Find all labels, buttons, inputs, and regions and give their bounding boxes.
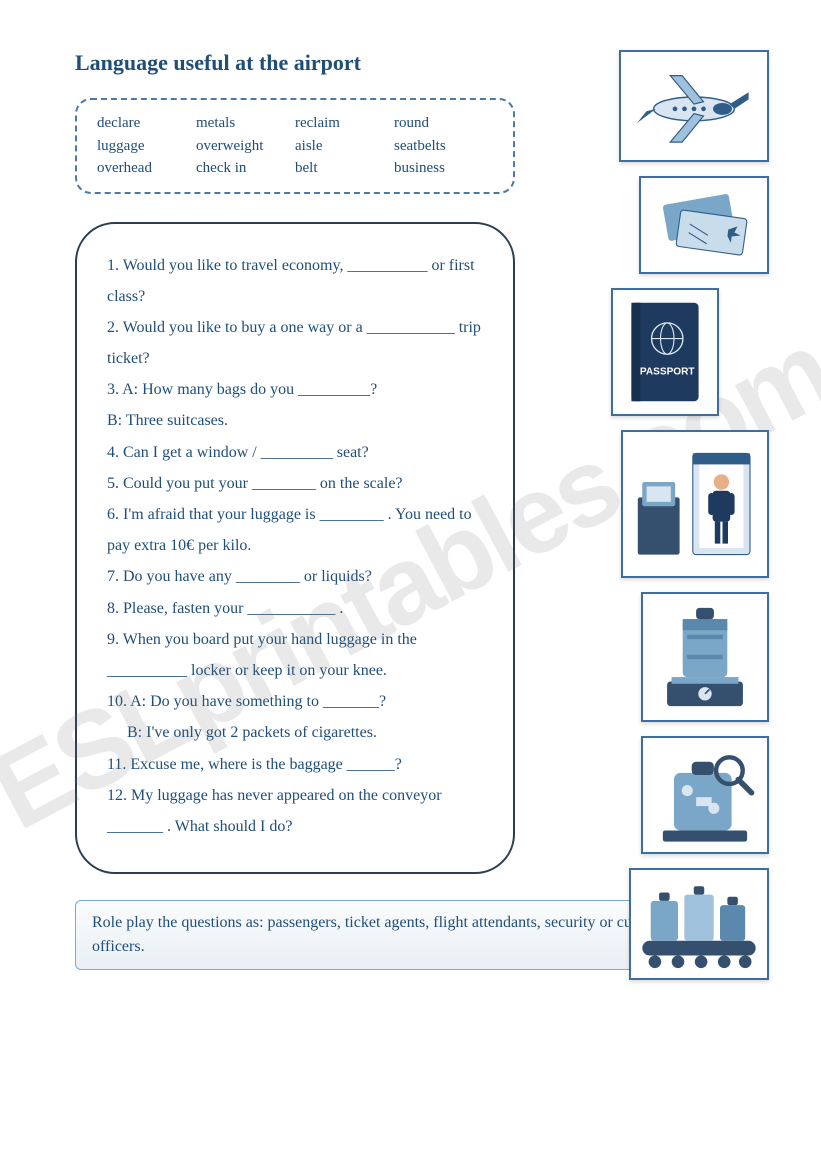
scale-icon: [641, 592, 769, 722]
word-bank-cell: round: [394, 112, 493, 135]
question-line: 2. Would you like to buy a one way or a …: [107, 312, 483, 374]
question-line: B: Three suitcases.: [107, 405, 483, 436]
word-bank-cell: seatbelts: [394, 135, 493, 158]
svg-text:PASSPORT: PASSPORT: [640, 366, 696, 377]
word-bank-cell: belt: [295, 157, 394, 180]
airplane-icon: [619, 50, 769, 162]
security-icon: [621, 430, 769, 578]
question-line: 12. My luggage has never appeared on the…: [107, 780, 483, 842]
word-bank-row: declare metals reclaim round: [97, 112, 493, 135]
question-line: 3. A: How many bags do you _________?: [107, 374, 483, 405]
question-line: 4. Can I get a window / _________ seat?: [107, 437, 483, 468]
tickets-icon: [639, 176, 769, 274]
word-bank-cell: business: [394, 157, 493, 180]
word-bank-cell: reclaim: [295, 112, 394, 135]
inspect-icon: [641, 736, 769, 854]
question-line: 9. When you board put your hand luggage …: [107, 624, 483, 686]
word-bank: declare metals reclaim round luggage ove…: [75, 98, 515, 194]
question-line: 10. A: Do you have something to _______?: [107, 686, 483, 717]
word-bank-row: luggage overweight aisle seatbelts: [97, 135, 493, 158]
word-bank-cell: overhead: [97, 157, 196, 180]
images-column: PASSPORT: [614, 50, 769, 980]
question-line: 1. Would you like to travel economy, ___…: [107, 250, 483, 312]
word-bank-row: overhead check in belt business: [97, 157, 493, 180]
question-line: 11. Excuse me, where is the baggage ____…: [107, 749, 483, 780]
word-bank-cell: aisle: [295, 135, 394, 158]
question-line: 7. Do you have any ________ or liquids?: [107, 561, 483, 592]
word-bank-cell: metals: [196, 112, 295, 135]
conveyor-icon: [629, 868, 769, 980]
word-bank-cell: check in: [196, 157, 295, 180]
word-bank-cell: declare: [97, 112, 196, 135]
question-line: B: I've only got 2 packets of cigarettes…: [107, 717, 483, 748]
questions-box: 1. Would you like to travel economy, ___…: [75, 222, 515, 875]
question-line: 5. Could you put your ________ on the sc…: [107, 468, 483, 499]
word-bank-cell: luggage: [97, 135, 196, 158]
question-line: 6. I'm afraid that your luggage is _____…: [107, 499, 483, 561]
question-line: 8. Please, fasten your ___________ .: [107, 593, 483, 624]
word-bank-cell: overweight: [196, 135, 295, 158]
passport-icon: PASSPORT: [611, 288, 719, 416]
